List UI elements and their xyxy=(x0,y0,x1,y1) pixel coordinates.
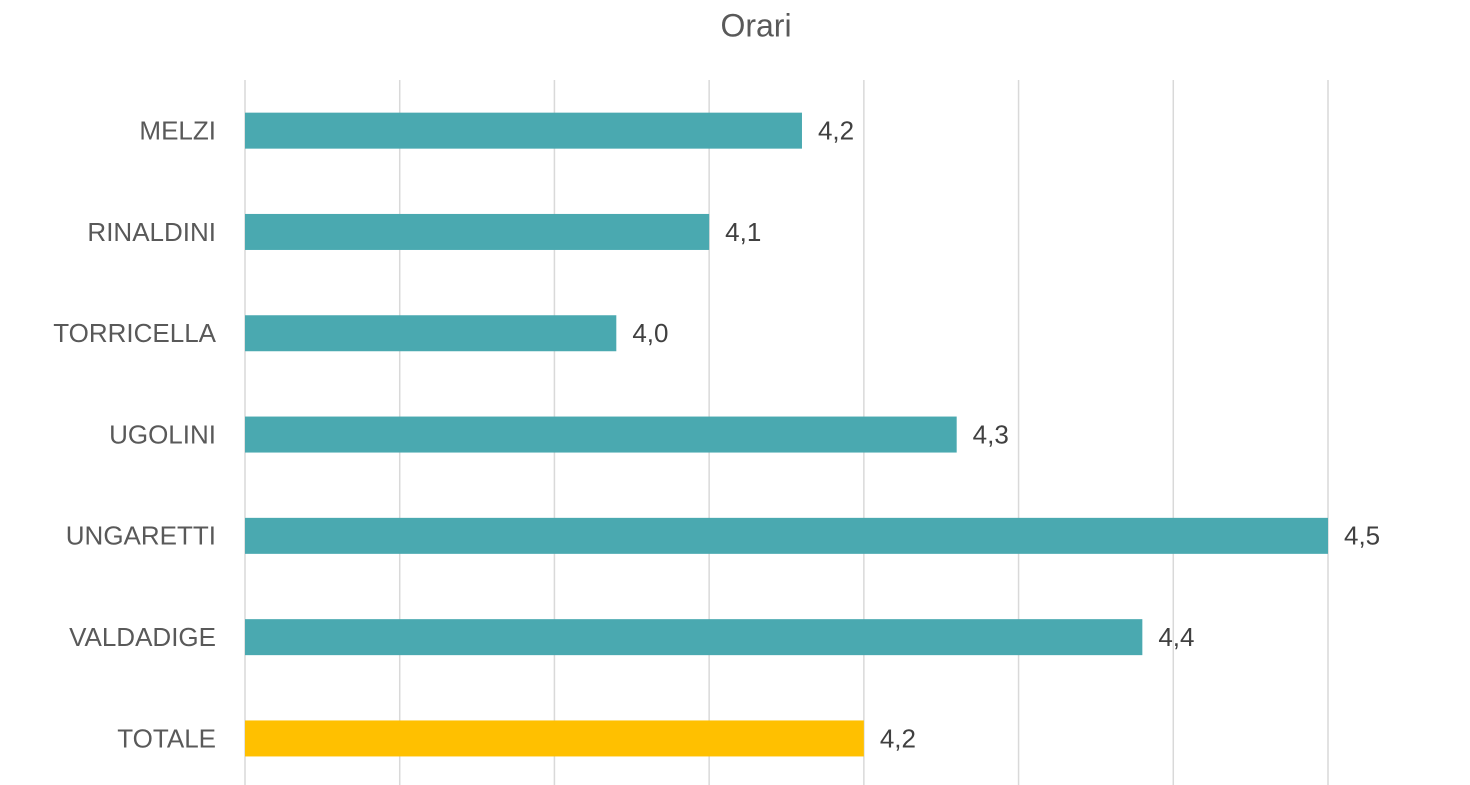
bar xyxy=(245,213,710,250)
data-label: 4,2 xyxy=(818,116,854,146)
chart-title: Orari xyxy=(720,7,791,43)
bar xyxy=(245,720,864,757)
bar xyxy=(245,517,1328,554)
y-tick-label: TOTALE xyxy=(117,723,216,753)
bar xyxy=(245,112,802,149)
y-tick-label: UGOLINI xyxy=(109,419,216,449)
bar xyxy=(245,416,957,453)
bar xyxy=(245,619,1143,656)
data-label: 4,1 xyxy=(725,217,761,247)
y-tick-label: TORRICELLA xyxy=(53,318,216,348)
y-tick-label: VALDADIGE xyxy=(69,622,216,652)
y-tick-label: RINALDINI xyxy=(87,217,216,247)
data-label: 4,3 xyxy=(973,419,1009,449)
y-tick-label: UNGARETTI xyxy=(66,521,216,551)
y-tick-label: MELZI xyxy=(139,116,216,146)
data-label: 4,4 xyxy=(1158,622,1194,652)
data-label: 4,5 xyxy=(1344,521,1380,551)
data-label: 4,0 xyxy=(632,318,668,348)
data-label: 4,2 xyxy=(880,723,916,753)
bar xyxy=(245,315,617,352)
